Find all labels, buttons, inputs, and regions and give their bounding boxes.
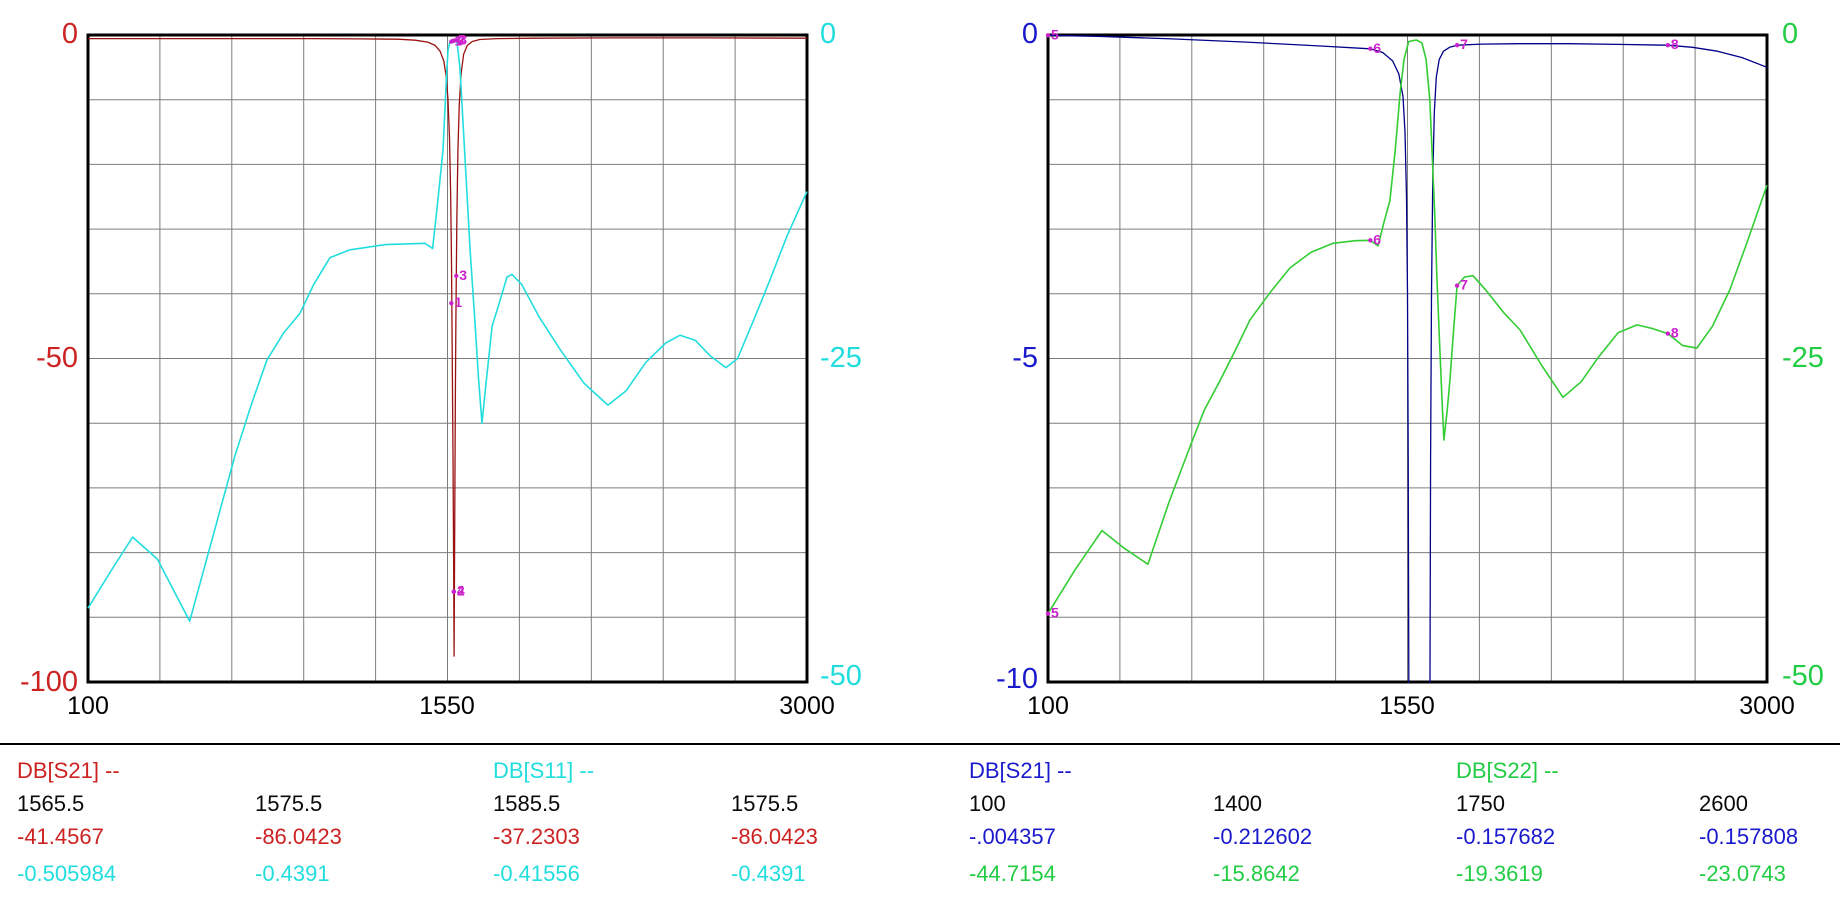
right-legend-s22-value-2: -15.8642 — [1213, 861, 1300, 886]
svg-text:5: 5 — [1051, 26, 1059, 42]
left-legend-s21-value-2: -86.0423 — [255, 824, 342, 849]
left-chart-yaxis-right-tick-0: 0 — [820, 18, 837, 50]
right-legend-s21-value-3: -0.157682 — [1456, 824, 1556, 849]
right-chart-yaxis-right-tick-0: 0 — [1782, 18, 1799, 50]
left-legend-freq-1: 1565.5 — [17, 791, 85, 816]
svg-text:5: 5 — [1051, 605, 1059, 621]
left-legend-s11-value-4: -0.4391 — [731, 861, 806, 886]
svg-text:7: 7 — [1460, 36, 1468, 52]
svg-text:4: 4 — [457, 583, 465, 599]
left-legend-s11-value-2: -0.4391 — [255, 861, 330, 886]
left-legend-freq-4: 1575.5 — [731, 791, 799, 816]
right-legend-s22-value-3: -19.3619 — [1456, 861, 1543, 886]
svg-text:6: 6 — [1373, 40, 1381, 56]
right-legend-s21-value-4: -0.157808 — [1699, 824, 1799, 849]
legend-divider-line — [0, 743, 1840, 745]
left-chart-yaxis-right-tick-25: -25 — [820, 342, 862, 374]
right-legend-freq-3: 1750 — [1456, 791, 1505, 816]
left-chart-yaxis-right-tick-50: -50 — [820, 660, 862, 692]
right-legend-freq-4: 2600 — [1699, 791, 1748, 816]
svg-text:4: 4 — [457, 32, 465, 48]
svg-text:2: 2 — [457, 583, 465, 599]
svg-text:7: 7 — [1460, 277, 1468, 293]
left-legend-series1-header: DB[S21] -- — [17, 758, 120, 783]
left-legend-freq-2: 1575.5 — [255, 791, 323, 816]
right-legend-s21-value-2: -0.212602 — [1213, 824, 1313, 849]
svg-text:8: 8 — [1671, 325, 1679, 341]
svg-text:1: 1 — [454, 294, 462, 310]
left-chart-yaxis-left-tick-50: -50 — [36, 342, 78, 374]
right-chart-yaxis-left-tick-10: -10 — [996, 663, 1038, 695]
left-legend-freq-3: 1585.5 — [493, 791, 561, 816]
left-chart-xaxis-tick-3000: 3000 — [779, 692, 835, 720]
svg-text:3: 3 — [459, 31, 467, 47]
left-chart-yaxis-left-tick-100: -100 — [19, 666, 78, 698]
svg-text:3: 3 — [459, 267, 467, 283]
right-chart-xaxis-tick-3000: 3000 — [1739, 692, 1795, 720]
left-legend-s21-value-3: -37.2303 — [493, 824, 580, 849]
right-legend-series1-header: DB[S21] -- — [969, 758, 1072, 783]
right-legend-s22-value-4: -23.0743 — [1699, 861, 1786, 886]
left-chart-yaxis-left-tick-0: 0 — [61, 18, 78, 50]
right-chart-yaxis-left-tick-5: -5 — [1012, 342, 1038, 374]
svg-text:6: 6 — [1373, 231, 1381, 247]
right-legend-series2-header: DB[S22] -- — [1456, 758, 1559, 783]
right-chart-yaxis-right-tick-25: -25 — [1782, 342, 1824, 374]
right-legend-s22-value-1: -44.7154 — [969, 861, 1056, 886]
left-legend-s11-value-3: -0.41556 — [493, 861, 580, 886]
right-legend-freq-2: 1400 — [1213, 791, 1262, 816]
left-legend-series2-header: DB[S11] -- — [493, 758, 595, 783]
right-legend-freq-1: 100 — [969, 791, 1006, 816]
left-legend-s11-value-1: -0.505984 — [17, 861, 117, 886]
left-legend-s21-value-1: -41.4567 — [17, 824, 104, 849]
svg-text:2: 2 — [457, 32, 465, 48]
right-legend-s21-value-1: -.004357 — [969, 824, 1056, 849]
svg-text:8: 8 — [1671, 36, 1679, 52]
right-chart-yaxis-left-tick-0: 0 — [1021, 18, 1038, 50]
left-chart-xaxis-tick-1550: 1550 — [419, 692, 475, 720]
right-chart-yaxis-right-tick-50: -50 — [1782, 660, 1824, 692]
right-chart-xaxis-tick-1550: 1550 — [1379, 692, 1435, 720]
left-legend-s21-value-4: -86.0423 — [731, 824, 818, 849]
right-chart-xaxis-tick-100: 100 — [1027, 692, 1069, 720]
left-chart-xaxis-tick-100: 100 — [67, 692, 109, 720]
